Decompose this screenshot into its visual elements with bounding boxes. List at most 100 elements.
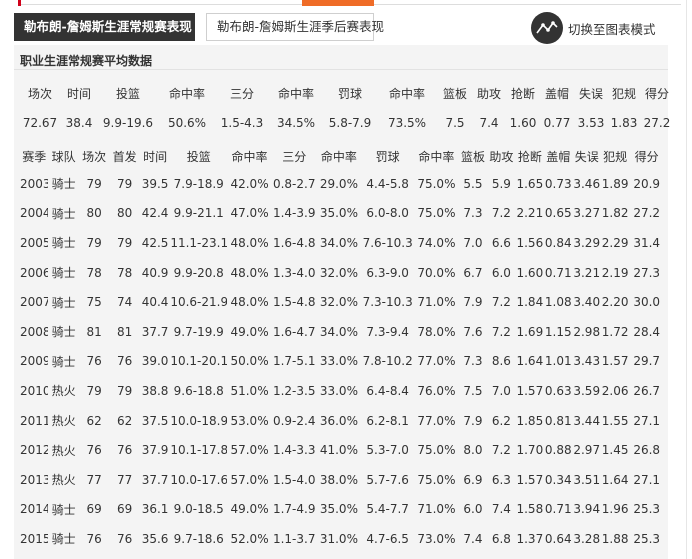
season-stat-cell: 51.0% <box>230 383 269 398</box>
section-title: 职业生涯常规赛平均数据 <box>20 54 153 68</box>
career-average-value-cell: 38.4 <box>65 115 93 130</box>
season-stat-cell: 53.0% <box>230 413 269 428</box>
season-stat-cell: 35.0% <box>319 206 358 221</box>
tab-playoffs[interactable]: 勒布朗-詹姆斯生涯季后赛表现 <box>206 13 384 41</box>
season-stat-cell: 3.43 <box>573 354 601 369</box>
career-average-header-cell: 助攻 <box>476 87 501 101</box>
season-stat-cell: 3.40 <box>573 295 601 310</box>
tab-regular-season[interactable]: 勒布朗-詹姆斯生涯常规赛表现 <box>14 13 195 41</box>
career-average-value-cell: 72.67 <box>22 115 58 130</box>
season-stat-cell: 71.0% <box>417 295 456 310</box>
season-stat-cell: 2009 <box>20 354 49 369</box>
season-stat-cell: 27.2 <box>633 206 661 221</box>
season-table-body: 2003 骑士 79 79 39.5 7.9-18.9 42.0% 0.8-2.7 29.0% 4… <box>20 169 664 554</box>
season-stat-cell: 77.0% <box>417 413 456 428</box>
chart-mode-toggle[interactable]: 切换至图表模式 <box>531 12 656 44</box>
season-stat-cell: 75.0% <box>417 206 456 221</box>
season-stat-cell: 1.84 <box>516 295 544 310</box>
season-stat-cell: 71.0% <box>417 502 456 517</box>
season-stat-cell: 33.0% <box>319 354 358 369</box>
season-stat-cell: 3.51 <box>573 472 601 487</box>
season-stat-cell: 81 <box>116 324 133 339</box>
season-stat-cell: 7.9-18.9 <box>173 176 224 191</box>
season-stat-cell: 76 <box>86 531 102 546</box>
season-header-cell: 得分 <box>634 149 659 164</box>
table-row: 2010 热火 79 79 38.8 9.6-18.8 51.0% 1.2-3.5 33.0% 6… <box>20 376 664 406</box>
season-stat-cell: 7.0 <box>491 383 511 398</box>
table-row: 2012 热火 76 76 37.9 10.1-17.8 57.0% 1.4-3.3 41.0%… <box>20 435 664 465</box>
season-stat-cell: 74.0% <box>417 235 456 250</box>
season-stat-cell: 6.7 <box>463 265 483 280</box>
season-stat-cell: 10.1-17.8 <box>170 443 228 458</box>
season-stat-cell: 31.4 <box>633 235 661 250</box>
season-stat-cell: 0.64 <box>544 531 572 546</box>
season-stat-cell: 48.0% <box>230 295 269 310</box>
season-stat-cell: 75.0% <box>417 472 456 487</box>
season-header-cell: 犯规 <box>603 149 628 164</box>
season-stat-cell: 0.9-2.4 <box>272 413 316 428</box>
season-stat-cell: 8.6 <box>491 354 511 369</box>
season-stat-cell: 29.0% <box>319 176 358 191</box>
season-stat-cell: 1.15 <box>544 324 572 339</box>
season-table-header: 赛季 球队 场次 首发 时间 投篮 命中率 三分 命中率 罚球 命中率 篮板 助攻 抢断 盖帽 失误 犯规 得分 <box>20 143 664 169</box>
season-header-cell: 赛季 <box>22 149 47 164</box>
season-stat-cell: 骑士 <box>51 295 76 310</box>
career-average-header-cell: 三分 <box>229 87 254 101</box>
season-stat-cell: 7.2 <box>491 206 511 221</box>
season-stat-cell: 1.37 <box>516 531 544 546</box>
season-stat-cell: 5.3-7.0 <box>366 443 409 458</box>
career-average-header-cell: 投篮 <box>115 87 140 101</box>
season-stat-cell: 2012 <box>20 443 49 458</box>
season-stat-cell: 7.8-10.2 <box>362 354 413 369</box>
season-stat-cell: 9.6-18.8 <box>173 383 224 398</box>
season-stat-cell: 2.29 <box>601 235 629 250</box>
right-border <box>686 0 687 559</box>
table-row: 2004 骑士 80 80 42.4 9.9-21.1 47.0% 1.4-3.9 35.0% 6… <box>20 199 664 229</box>
season-stat-cell: 75.0% <box>417 176 456 191</box>
season-stat-cell: 1.2-3.5 <box>272 383 316 398</box>
season-stat-cell: 7.2 <box>491 443 511 458</box>
season-stat-cell: 1.64 <box>516 354 544 369</box>
season-stat-cell: 2011 <box>20 413 49 428</box>
season-stat-cell: 1.85 <box>516 413 544 428</box>
career-average-header-cell: 盖帽 <box>544 87 569 101</box>
career-average-header-cell: 命中率 <box>168 87 205 101</box>
season-stat-cell: 7.9 <box>463 413 483 428</box>
season-stat-cell: 76 <box>116 443 133 458</box>
season-stat-cell: 2.98 <box>573 324 601 339</box>
season-stat-cell: 1.5-4.0 <box>272 472 316 487</box>
career-average-value-cell: 5.8-7.9 <box>328 115 372 130</box>
season-stat-cell: 4.4-5.8 <box>366 176 409 191</box>
season-stat-cell: 7.9 <box>463 295 483 310</box>
season-stat-cell: 1.45 <box>601 443 629 458</box>
season-stat-cell: 1.69 <box>516 324 544 339</box>
season-stat-cell: 73.0% <box>417 531 456 546</box>
career-average-header-cell: 命中率 <box>277 87 314 101</box>
season-header-cell: 投篮 <box>186 149 211 164</box>
season-stat-cell: 74 <box>116 295 133 310</box>
season-stat-cell: 1.3-4.0 <box>272 265 316 280</box>
season-stat-cell: 40.9 <box>141 265 169 280</box>
career-average-value-cell: 0.77 <box>543 115 571 130</box>
season-stat-cell: 77 <box>116 472 133 487</box>
season-stat-cell: 10.1-20.1 <box>170 354 228 369</box>
season-stat-cell: 35.6 <box>141 531 169 546</box>
season-stat-cell: 6.2-8.1 <box>366 413 409 428</box>
season-stat-cell: 热火 <box>51 384 76 399</box>
season-stat-cell: 76 <box>116 354 133 369</box>
season-stat-cell: 0.34 <box>544 472 572 487</box>
season-stat-cell: 76 <box>86 354 102 369</box>
season-stat-cell: 79 <box>116 383 133 398</box>
season-stat-cell: 7.2 <box>491 324 511 339</box>
season-stat-cell: 40.4 <box>141 295 169 310</box>
season-stat-cell: 27.1 <box>633 413 661 428</box>
season-stat-cell: 42.4 <box>141 206 169 221</box>
season-stat-cell: 10.0-17.6 <box>170 472 228 487</box>
season-header-cell: 球队 <box>51 149 76 164</box>
season-header-cell: 抢断 <box>517 149 542 164</box>
season-stat-cell: 42.0% <box>230 176 269 191</box>
career-average-value-cell: 1.5-4.3 <box>220 115 264 130</box>
season-stat-cell: 2.97 <box>573 443 601 458</box>
season-stat-cell: 热火 <box>51 414 76 429</box>
career-average-header-cell: 罚球 <box>337 87 362 101</box>
